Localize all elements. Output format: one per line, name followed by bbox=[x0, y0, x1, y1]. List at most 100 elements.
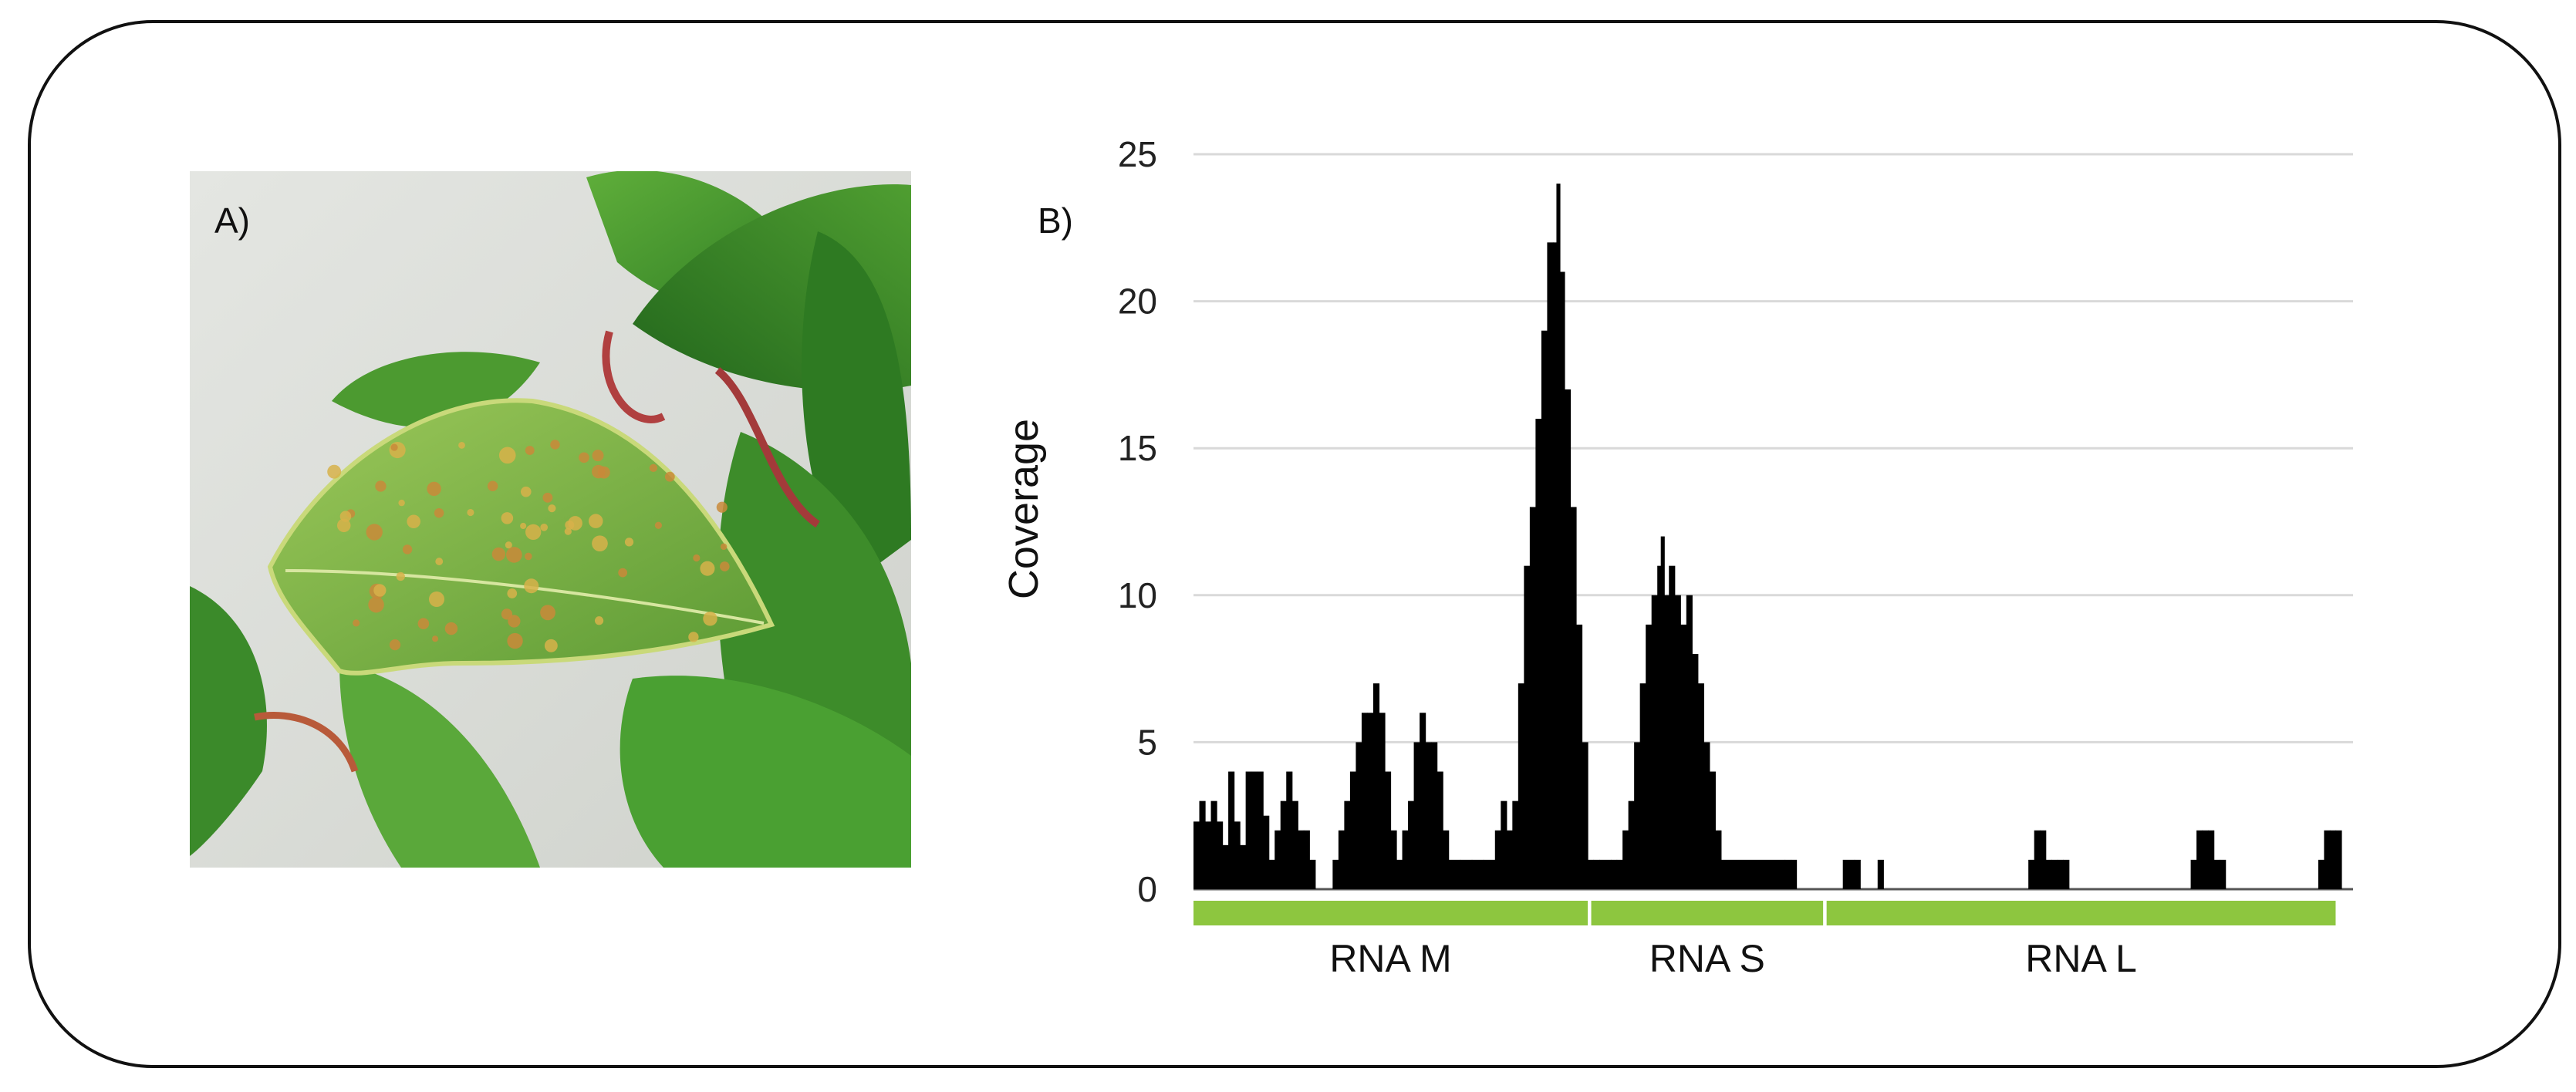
leaf-spot bbox=[564, 527, 572, 535]
leaf-spot bbox=[716, 501, 728, 513]
leaf-photo bbox=[190, 171, 911, 868]
leaf-spot bbox=[375, 480, 387, 492]
coverage-bar bbox=[1437, 771, 1443, 889]
leaf-spot bbox=[368, 596, 384, 613]
y-tick-label: 25 bbox=[1118, 134, 1157, 174]
coverage-bar bbox=[2051, 859, 2058, 889]
leaf-spot bbox=[693, 554, 701, 562]
leaf-spot bbox=[540, 605, 555, 621]
leaf-spot bbox=[664, 471, 675, 482]
coverage-bar bbox=[1471, 859, 1484, 889]
leaf-spot bbox=[592, 535, 608, 552]
leaf-spot bbox=[688, 632, 699, 642]
leaf-spot bbox=[434, 507, 444, 518]
leaf-spot bbox=[498, 447, 516, 464]
y-tick-label: 15 bbox=[1118, 428, 1157, 468]
coverage-bar bbox=[1332, 859, 1339, 889]
leaf-spot bbox=[398, 499, 405, 507]
coverage-bar bbox=[1309, 859, 1316, 889]
y-tick-label: 0 bbox=[1137, 869, 1157, 909]
leaf-spot bbox=[520, 486, 532, 497]
leaf-spot bbox=[703, 612, 717, 626]
coverage-bar bbox=[1570, 507, 1577, 889]
leaf-spot bbox=[396, 571, 405, 581]
y-tick-label: 10 bbox=[1118, 575, 1157, 615]
coverage-bar bbox=[1384, 771, 1392, 889]
leaf-spot bbox=[540, 523, 549, 531]
coverage-bar bbox=[1193, 821, 1200, 889]
coverage-bar bbox=[1268, 859, 1275, 889]
coverage-bar bbox=[2220, 859, 2227, 889]
coverage-bar bbox=[1274, 830, 1281, 889]
coverage-bar bbox=[1535, 419, 1542, 889]
coverage-bar bbox=[2324, 830, 2331, 889]
leaf-spot bbox=[501, 512, 514, 524]
coverage-bar bbox=[1286, 771, 1293, 889]
coverage-bar bbox=[1720, 859, 1786, 889]
coverage-bar bbox=[1210, 800, 1217, 889]
coverage-bar bbox=[1263, 815, 1270, 889]
leaf-vein bbox=[285, 569, 765, 625]
coverage-bar bbox=[1709, 771, 1716, 889]
leaf-spot bbox=[624, 538, 634, 547]
segment-bar bbox=[1193, 901, 1588, 925]
coverage-bar bbox=[1628, 800, 1635, 889]
coverage-bar bbox=[1556, 184, 1561, 889]
coverage-bar bbox=[2040, 830, 2047, 889]
leaf-spot bbox=[505, 541, 512, 549]
coverage-bar bbox=[1501, 800, 1507, 889]
y-axis-ticks: 0 5 10 15 20 25 bbox=[1118, 134, 1157, 909]
leaf-spot bbox=[520, 522, 527, 530]
coverage-bar bbox=[1697, 683, 1704, 889]
coverage-bar bbox=[2028, 859, 2035, 889]
leaf-spot bbox=[407, 514, 420, 529]
coverage-bar bbox=[1651, 595, 1658, 889]
coverage-bar bbox=[1280, 800, 1287, 889]
coverage-bar bbox=[1646, 624, 1653, 889]
coverage-bar bbox=[1715, 830, 1722, 889]
coverage-bar bbox=[1402, 830, 1409, 889]
coverage-bar bbox=[1552, 242, 1558, 889]
coverage-bar bbox=[1413, 742, 1420, 889]
coverage-bar bbox=[1657, 565, 1662, 889]
leaf-spot bbox=[389, 441, 406, 459]
coverage-bar bbox=[2213, 859, 2220, 889]
coverage-bar bbox=[1257, 771, 1264, 889]
coverage-bar bbox=[1854, 859, 1861, 889]
leaf-spot bbox=[444, 622, 458, 635]
coverage-bar bbox=[1660, 536, 1665, 889]
coverage-bar bbox=[1791, 859, 1798, 889]
leaf-spot bbox=[550, 440, 560, 450]
coverage-bar bbox=[2057, 859, 2064, 889]
coverage-bar bbox=[1564, 389, 1572, 890]
coverage-bar bbox=[1622, 830, 1629, 889]
coverage-bar bbox=[1367, 713, 1374, 889]
coverage-bar bbox=[2329, 830, 2337, 889]
leaf-spot bbox=[700, 561, 715, 576]
coverage-bar bbox=[1616, 859, 1623, 889]
leaf-spot bbox=[431, 635, 439, 642]
leaf-spots bbox=[327, 440, 730, 652]
leaf-spot bbox=[507, 632, 523, 649]
coverage-bar bbox=[2045, 859, 2052, 889]
coverage-bar bbox=[1703, 742, 1710, 889]
coverage-bar bbox=[1228, 771, 1235, 889]
coverage-bar bbox=[1372, 683, 1380, 889]
coverage-bar bbox=[1483, 859, 1496, 889]
coverage-bar bbox=[1784, 859, 1791, 889]
genome-segments: RNA M RNA S RNA L bbox=[1193, 901, 2336, 980]
segment-bar bbox=[1591, 901, 1824, 925]
coverage-bar bbox=[1379, 713, 1386, 889]
coverage-bar bbox=[1396, 859, 1403, 889]
coverage-bar bbox=[1199, 800, 1206, 889]
coverage-bar bbox=[1356, 742, 1362, 889]
coverage-bar bbox=[1506, 830, 1513, 889]
coverage-bar bbox=[1588, 859, 1595, 889]
leaf-spot bbox=[427, 481, 441, 497]
coverage-bar bbox=[1680, 624, 1687, 889]
leaf-spot bbox=[491, 547, 506, 561]
coverage-bar bbox=[1634, 742, 1641, 889]
leaf-spot bbox=[402, 544, 413, 554]
coverage-bar bbox=[1524, 565, 1531, 889]
coverage-bar bbox=[1217, 821, 1224, 889]
